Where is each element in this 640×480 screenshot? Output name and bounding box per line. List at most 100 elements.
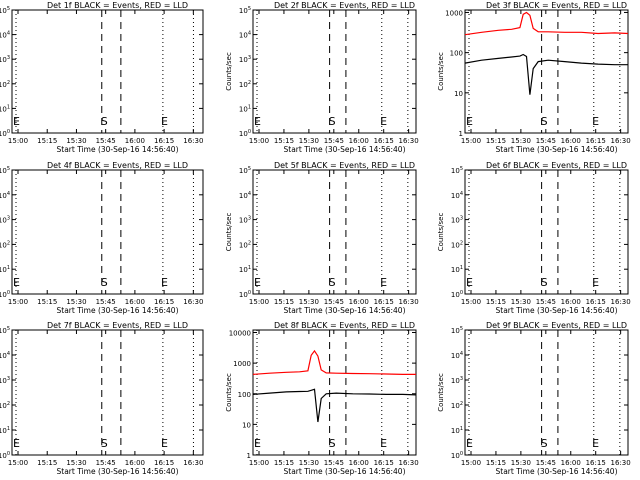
y-tick-label: 103	[239, 55, 251, 64]
plot-frame	[11, 9, 204, 134]
x-tick-label: 15:30	[66, 137, 86, 145]
x-tick-label: 16:30	[183, 137, 203, 145]
chart-panel-3: Det 3f BLACK = Events, RED = LLD 1 10 100 10…	[437, 1, 631, 154]
y-tick-label: 1	[459, 130, 463, 138]
marker-e-left: E	[254, 437, 261, 450]
y-tick-label: 101	[0, 104, 10, 113]
y-tick-label: 10	[242, 421, 251, 429]
chart-title: Det 9f BLACK = Events, RED = LLD	[486, 321, 627, 330]
marker-s: S	[541, 276, 548, 289]
x-tick-label: 16:00	[125, 298, 145, 306]
marker-e-left: E	[13, 115, 20, 128]
x-tick-label: 16:15	[374, 137, 394, 145]
x-tick-label: 16:00	[561, 459, 581, 467]
chart-panel-8: Det 8f BLACK = Events, RED = LLD 1 10 100 10…	[225, 321, 419, 476]
x-tick-label: 16:30	[399, 137, 419, 145]
y-tick-label: 105	[451, 166, 463, 175]
x-tick-label: 15:15	[274, 298, 294, 306]
x-tick-label: 15:30	[66, 298, 86, 306]
plot-frame	[464, 169, 629, 295]
x-tick-label: 16:15	[154, 137, 174, 145]
x-tick-label: 16:30	[611, 459, 631, 467]
x-tick-label: 16:30	[611, 298, 631, 306]
series-line-red	[464, 11, 629, 36]
x-tick-label: 16:00	[561, 298, 581, 306]
x-tick-label: 15:45	[536, 459, 556, 467]
x-tick-label: 16:30	[183, 298, 203, 306]
x-tick-label: 16:30	[399, 459, 419, 467]
y-tick-label: 104	[0, 191, 10, 200]
y-tick-label: 101	[0, 265, 10, 274]
y-tick-label: 101	[239, 265, 251, 274]
marker-s: S	[329, 276, 336, 289]
x-axis-label: Start Time (30-Sep-16 14:56:40)	[284, 145, 406, 154]
y-tick-label: 1000	[445, 9, 463, 17]
chart-title: Det 2f BLACK = Events, RED = LLD	[274, 1, 415, 10]
x-tick-label: 16:30	[399, 298, 419, 306]
y-tick-label: 100	[450, 50, 463, 58]
x-tick-label: 16:30	[611, 137, 631, 145]
x-tick-label: 15:00	[461, 298, 481, 306]
x-tick-label: 16:00	[349, 459, 369, 467]
y-tick-label: 101	[451, 265, 463, 274]
y-axis-label: Counts/sec	[225, 213, 233, 252]
y-tick-label: 104	[0, 31, 10, 40]
x-tick-label: 16:00	[125, 137, 145, 145]
marker-e-right: E	[161, 276, 168, 289]
y-tick-label: 104	[239, 31, 251, 40]
series-line-black	[464, 53, 628, 95]
chart-panel-9: Det 9f BLACK = Events, RED = LLD 100 101 10…	[437, 321, 631, 476]
y-tick-label: 103	[451, 376, 463, 385]
marker-s: S	[101, 276, 108, 289]
x-tick-label: 16:15	[586, 459, 606, 467]
marker-e-right: E	[592, 437, 599, 450]
y-tick-label: 102	[451, 240, 463, 249]
chart-title: Det 3f BLACK = Events, RED = LLD	[486, 1, 627, 10]
y-tick-label: 103	[239, 216, 251, 225]
y-tick-label: 100	[0, 290, 10, 299]
chart-panel-4: Det 4f BLACK = Events, RED = LLD 100 101 10…	[0, 161, 204, 315]
chart-panel-2: Det 2f BLACK = Events, RED = LLD 100 101 10…	[225, 1, 419, 154]
x-tick-label: 15:30	[299, 137, 319, 145]
y-tick-label: 101	[239, 104, 251, 113]
y-tick-label: 102	[451, 401, 463, 410]
y-tick-label: 101	[0, 426, 10, 435]
marker-s: S	[541, 115, 548, 128]
chart-title: Det 8f BLACK = Events, RED = LLD	[274, 321, 415, 330]
x-axis-label: Start Time (30-Sep-16 14:56:40)	[496, 306, 618, 315]
x-tick-label: 15:00	[8, 459, 28, 467]
marker-e-right: E	[161, 437, 168, 450]
x-tick-label: 15:15	[37, 137, 57, 145]
chart-title: Det 1f BLACK = Events, RED = LLD	[47, 1, 188, 10]
y-tick-label: 101	[451, 426, 463, 435]
x-axis-label: Start Time (30-Sep-16 14:56:40)	[496, 145, 618, 154]
y-tick-label: 105	[0, 166, 10, 175]
x-tick-label: 15:45	[324, 298, 344, 306]
marker-s: S	[101, 115, 108, 128]
plot-frame	[11, 169, 204, 295]
y-tick-label: 103	[0, 55, 10, 64]
marker-s: S	[329, 437, 336, 450]
x-tick-label: 15:15	[274, 459, 294, 467]
y-tick-label: 100	[0, 129, 10, 138]
chart-title: Det 6f BLACK = Events, RED = LLD	[486, 161, 627, 170]
y-tick-label: 103	[0, 216, 10, 225]
marker-e-right: E	[592, 115, 599, 128]
chart-title: Det 5f BLACK = Events, RED = LLD	[274, 161, 415, 170]
y-tick-label: 104	[239, 191, 251, 200]
y-tick-label: 100	[239, 129, 251, 138]
y-tick-label: 105	[239, 166, 251, 175]
y-tick-label: 10000	[229, 330, 251, 338]
marker-e-left: E	[254, 276, 261, 289]
x-tick-label: 15:00	[461, 137, 481, 145]
y-tick-label: 100	[239, 290, 251, 299]
x-tick-label: 15:00	[8, 137, 28, 145]
x-tick-label: 16:30	[183, 459, 203, 467]
y-tick-label: 105	[0, 326, 10, 335]
y-axis-label: Counts/sec	[225, 373, 233, 412]
x-axis-label: Start Time (30-Sep-16 14:56:40)	[496, 467, 618, 476]
x-tick-label: 16:15	[154, 459, 174, 467]
x-tick-label: 15:15	[486, 137, 506, 145]
marker-e-right: E	[380, 276, 387, 289]
